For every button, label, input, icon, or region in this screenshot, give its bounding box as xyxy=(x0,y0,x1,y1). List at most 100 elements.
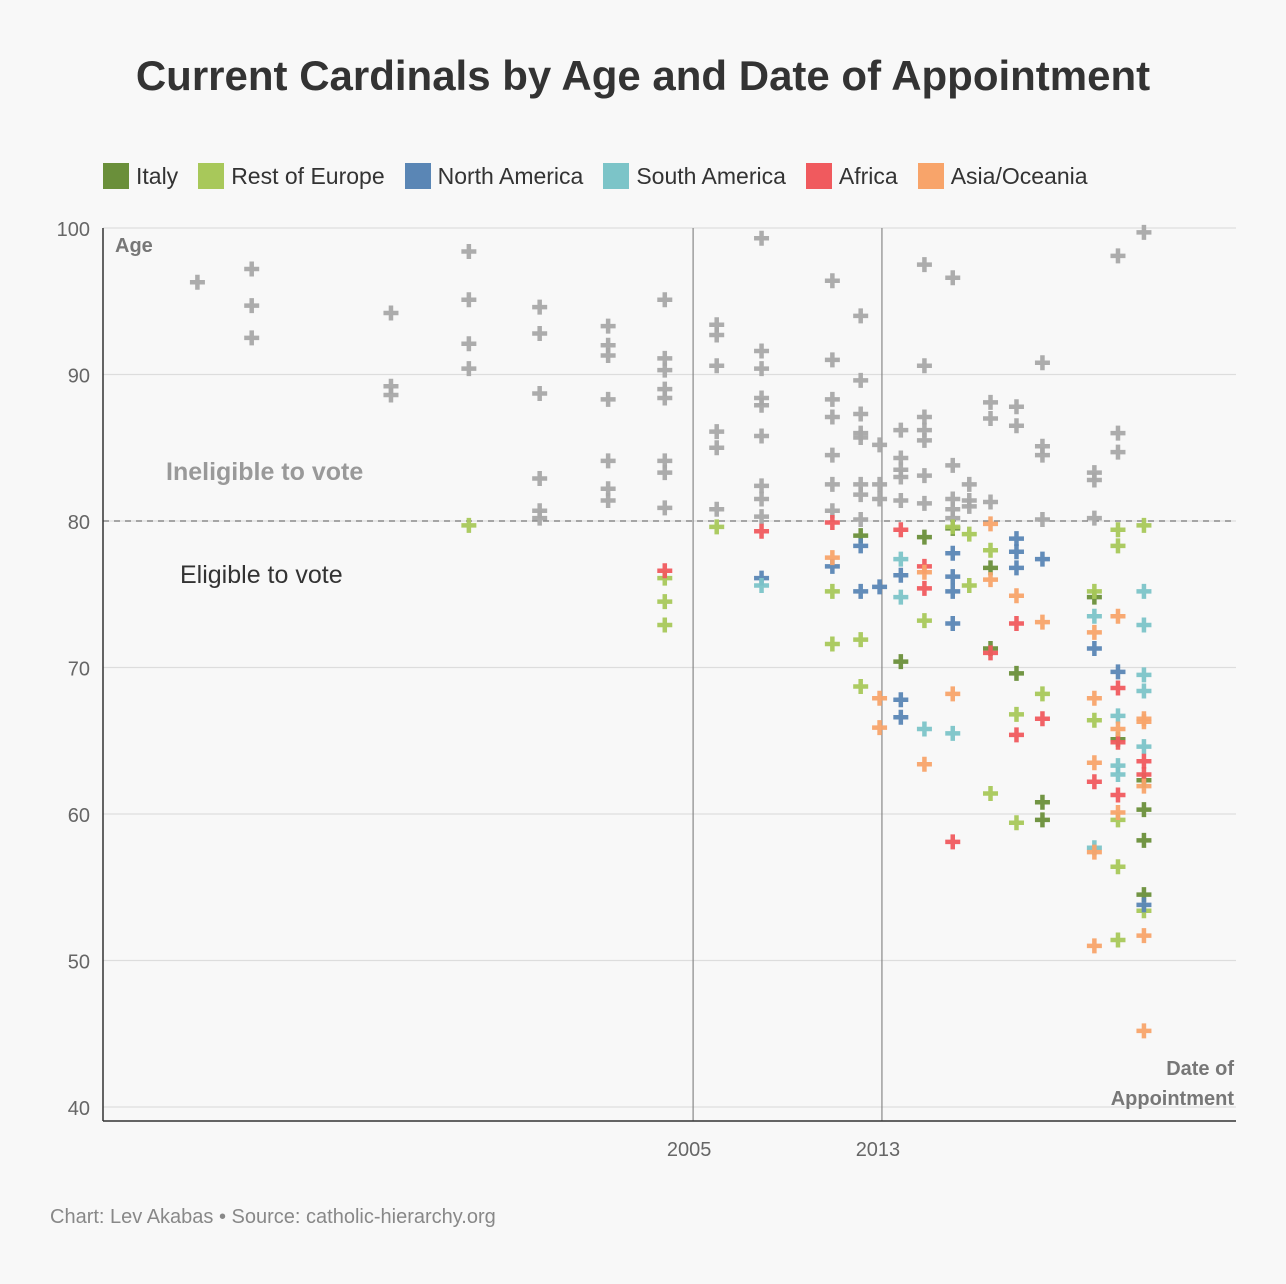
point-ineligible-70 xyxy=(916,257,932,273)
point-ineligible-4 xyxy=(383,305,399,321)
y-axis-title: Age xyxy=(115,235,153,257)
point-rest-of-europe-13 xyxy=(983,542,999,558)
point-ineligible-24 xyxy=(657,292,673,308)
point-asia-oceania-9 xyxy=(1034,614,1050,630)
legend-swatch-north-america xyxy=(404,163,431,189)
point-rest-of-europe-18 xyxy=(1086,583,1102,599)
point-asia-oceania-7 xyxy=(983,572,999,588)
point-south-america-5 xyxy=(1086,608,1102,624)
point-ineligible-72 xyxy=(916,409,932,425)
point-ineligible-99 xyxy=(1110,444,1126,460)
point-ineligible-96 xyxy=(1086,510,1102,526)
point-italy-2 xyxy=(893,654,909,670)
point-ineligible-17 xyxy=(600,318,616,334)
legend-item-italy: Italy xyxy=(103,163,178,190)
point-ineligible-13 xyxy=(532,386,548,402)
legend-item-asia-oceania: Asia/Oceania xyxy=(917,162,1088,190)
point-ineligible-92 xyxy=(1034,447,1050,463)
point-ineligible-56 xyxy=(853,406,869,422)
point-north-america-3 xyxy=(853,583,869,599)
legend-item-south-america: South America xyxy=(603,163,786,190)
point-asia-oceania-22 xyxy=(1136,1023,1152,1039)
x-tick-label-2005: 2005 xyxy=(667,1139,712,1161)
point-ineligible-61 xyxy=(853,512,869,528)
legend-label-africa: Africa xyxy=(838,162,898,189)
point-north-america-6 xyxy=(893,692,909,708)
point-asia-oceania-15 xyxy=(1110,608,1126,624)
y-axis-tick-labels: 40 50 60 70 80 90 100 xyxy=(57,219,90,1120)
point-africa-1 xyxy=(754,523,770,539)
point-ineligible-52 xyxy=(824,476,840,492)
point-south-america-9 xyxy=(1110,766,1126,782)
point-rest-of-europe-11 xyxy=(961,526,977,542)
point-north-america-8 xyxy=(945,545,961,561)
point-ineligible-14 xyxy=(532,471,548,487)
gridlines xyxy=(103,227,1236,1108)
point-ineligible-93 xyxy=(1034,512,1050,528)
point-asia-oceania-21 xyxy=(1136,928,1152,944)
point-north-america-13 xyxy=(1008,544,1024,560)
point-ineligible-6 xyxy=(383,387,399,403)
point-ineligible-12 xyxy=(532,325,548,341)
point-rest-of-europe-20 xyxy=(1110,522,1126,538)
legend-item-rest-of-europe: Rest of Europe xyxy=(198,163,385,190)
point-ineligible-95 xyxy=(1086,472,1102,488)
axes xyxy=(102,228,1236,1122)
point-north-america-15 xyxy=(1034,551,1050,567)
point-italy-6 xyxy=(1008,665,1024,681)
point-asia-oceania-8 xyxy=(1008,588,1024,604)
point-ineligible-58 xyxy=(853,429,869,445)
point-north-america-7 xyxy=(893,709,909,725)
point-rest-of-europe-16 xyxy=(1008,815,1024,831)
point-africa-8 xyxy=(1008,616,1024,632)
point-africa-11 xyxy=(1086,774,1102,790)
point-ineligible-49 xyxy=(824,391,840,407)
point-africa-5 xyxy=(916,580,932,596)
point-ineligible-2 xyxy=(244,298,260,314)
y-tick-label-50: 50 xyxy=(68,952,90,974)
point-south-america-14 xyxy=(1136,739,1152,755)
eligible-label: Eligible to vote xyxy=(180,561,343,589)
point-south-america-2 xyxy=(893,589,909,605)
point-rest-of-europe-25 xyxy=(1136,517,1152,533)
point-asia-oceania-19 xyxy=(1136,714,1152,730)
point-ineligible-69 xyxy=(893,492,909,508)
legend-swatch-asia-oceania xyxy=(917,163,944,189)
legend-label-italy: Italy xyxy=(136,162,179,189)
point-south-america-1 xyxy=(893,551,909,567)
point-ineligible-84 xyxy=(961,498,977,514)
point-ineligible-40 xyxy=(754,361,770,377)
point-ineligible-44 xyxy=(754,478,770,494)
legend-label-asia-oceania: Asia/Oceania xyxy=(950,162,1088,189)
point-rest-of-europe-14 xyxy=(983,785,999,801)
point-south-america-13 xyxy=(1136,683,1152,699)
point-south-america-3 xyxy=(916,721,932,737)
point-ineligible-87 xyxy=(983,494,999,510)
point-rest-of-europe-9 xyxy=(916,613,932,629)
point-ineligible-8 xyxy=(461,292,477,308)
point-italy-7 xyxy=(1034,794,1050,810)
point-rest-of-europe-5 xyxy=(824,583,840,599)
point-ineligible-23 xyxy=(600,492,616,508)
point-ineligible-33 xyxy=(709,327,725,343)
point-ineligible-46 xyxy=(754,509,770,525)
point-africa-14 xyxy=(1110,787,1126,803)
point-italy-12 xyxy=(1136,802,1152,818)
legend-swatch-africa xyxy=(805,163,832,189)
point-north-america-9 xyxy=(945,569,961,585)
point-asia-oceania-10 xyxy=(1086,624,1102,640)
point-ineligible-10 xyxy=(461,361,477,377)
point-africa-7 xyxy=(983,645,999,661)
point-ineligible-36 xyxy=(709,440,725,456)
y-tick-label-70: 70 xyxy=(68,659,90,681)
point-rest-of-europe-4 xyxy=(709,519,725,535)
legend-label-north-america: North America xyxy=(437,162,584,189)
point-ineligible-86 xyxy=(983,410,999,426)
point-rest-of-europe-12 xyxy=(961,577,977,593)
point-rest-of-europe-17 xyxy=(1034,686,1050,702)
legend-label-south-america: South America xyxy=(636,162,786,189)
point-ineligible-37 xyxy=(709,501,725,517)
year-reference-lines xyxy=(692,228,883,1121)
point-ineligible-51 xyxy=(824,447,840,463)
